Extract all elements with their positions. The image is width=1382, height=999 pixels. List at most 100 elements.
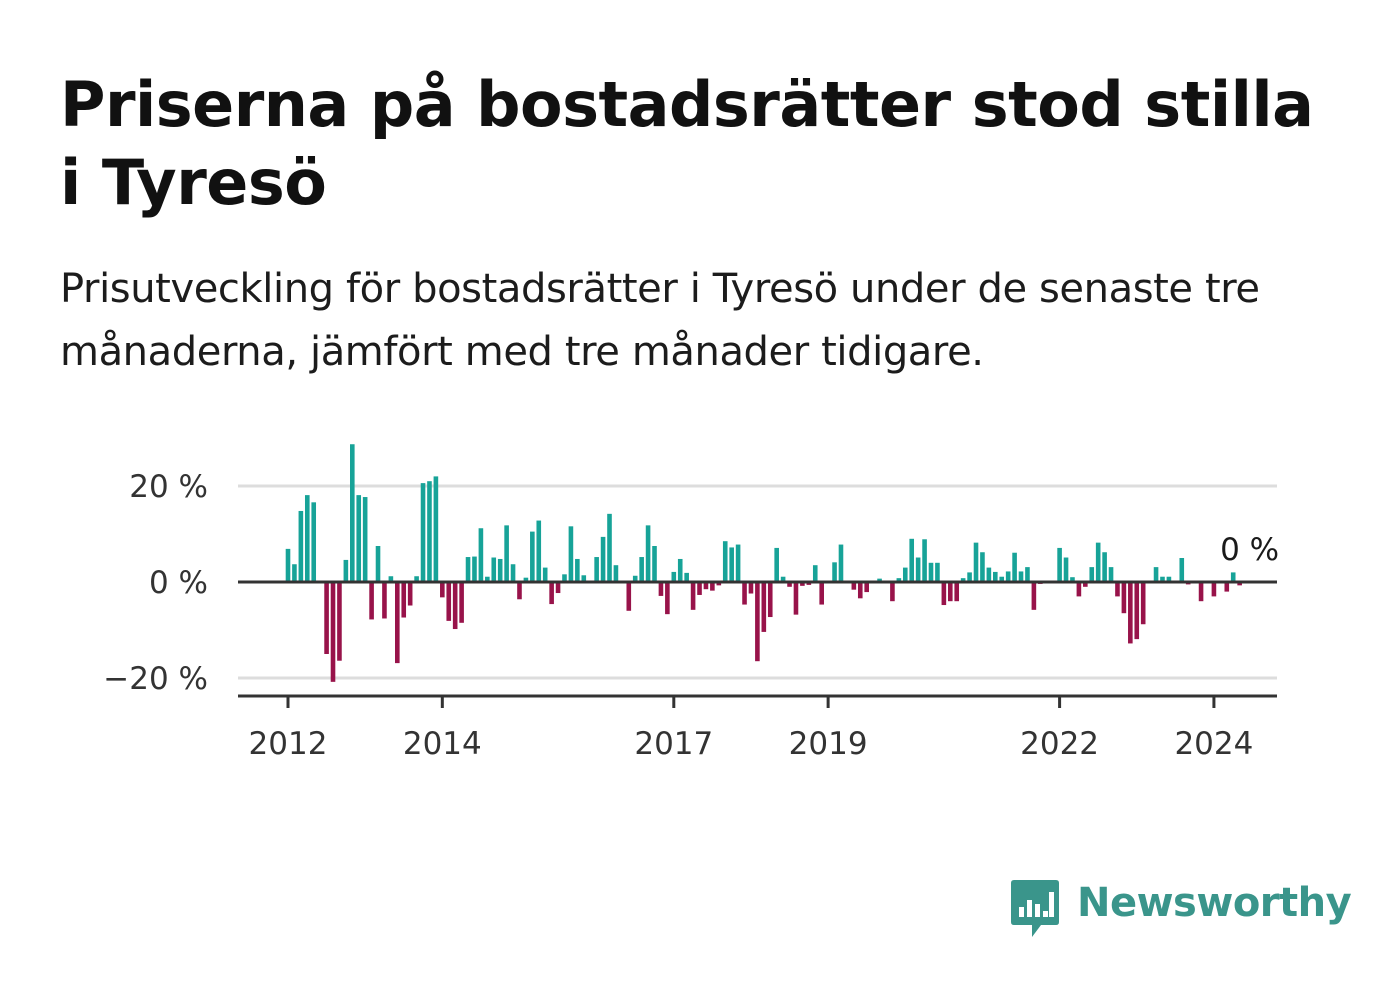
bar (1005, 571, 1011, 582)
bar (729, 547, 734, 582)
bar (1108, 567, 1114, 582)
bar (877, 578, 882, 582)
bar (658, 582, 664, 596)
bar (568, 526, 574, 582)
bar (414, 576, 419, 582)
x-tick-label: 2012 (249, 726, 328, 762)
bar (896, 578, 902, 582)
bar (1211, 582, 1217, 597)
bar (1134, 582, 1140, 640)
bar (774, 547, 779, 582)
bar (433, 476, 439, 582)
bar (575, 558, 580, 582)
bar (1198, 582, 1204, 602)
bar (993, 571, 998, 582)
bar (626, 582, 632, 611)
bar (536, 520, 542, 582)
bar (375, 546, 381, 582)
bar (1076, 582, 1082, 597)
bar (742, 582, 747, 605)
bar (382, 582, 387, 619)
bar (427, 481, 432, 582)
bar (793, 582, 799, 615)
bar (1230, 572, 1236, 582)
brand-name: Newsworthy (1077, 880, 1352, 926)
bar (832, 562, 837, 582)
bar (986, 567, 992, 582)
bar (851, 582, 857, 590)
bar (722, 541, 728, 582)
bar (1095, 542, 1101, 582)
bar (292, 564, 297, 582)
bar (324, 582, 329, 654)
bar (960, 578, 966, 582)
bar (671, 571, 677, 582)
bar (632, 575, 638, 582)
x-tick-label: 2019 (789, 726, 868, 762)
last-value-label: 0 % (1220, 532, 1279, 568)
bar (857, 582, 863, 599)
bar (748, 582, 754, 594)
bar (1128, 582, 1133, 644)
bar (1224, 582, 1230, 592)
bar (954, 582, 960, 602)
bar (491, 557, 497, 582)
bar (1031, 582, 1037, 610)
bar (864, 582, 869, 593)
bar (1089, 567, 1095, 582)
bar (819, 582, 824, 605)
bar (652, 546, 657, 582)
bar (285, 548, 291, 582)
bar (1057, 547, 1062, 582)
bar (350, 444, 355, 582)
bar (787, 582, 792, 587)
bar (1160, 576, 1165, 582)
x-tick-label: 2017 (634, 726, 713, 762)
bar (716, 582, 722, 586)
chart-labels: 20 % 0 % −20 % 2012 2014 2017 2019 2022 2024 0 % (103, 469, 1279, 762)
bar (388, 576, 394, 582)
bar (497, 558, 503, 582)
bar (735, 544, 741, 582)
bar (594, 557, 599, 582)
x-tick-label: 2024 (1174, 726, 1253, 762)
bar (780, 576, 786, 582)
bar (902, 567, 908, 582)
bar (928, 562, 934, 582)
bar (452, 582, 458, 630)
bar (922, 539, 927, 582)
bar (369, 582, 374, 620)
bar (523, 577, 529, 582)
bar (838, 544, 844, 582)
bar (767, 582, 773, 618)
bar (703, 582, 709, 590)
bar (298, 510, 304, 582)
bar (710, 582, 715, 591)
bar (343, 559, 349, 582)
bar (1115, 582, 1120, 597)
bar (407, 582, 413, 606)
bar (555, 582, 561, 594)
bar (446, 582, 452, 621)
bar (677, 558, 683, 582)
bar (947, 582, 953, 602)
bar (440, 582, 445, 598)
newsworthy-brand: Newsworthy (1010, 878, 1352, 942)
bar (607, 513, 612, 582)
bar (542, 567, 548, 582)
bar (420, 483, 426, 582)
y-tick-label: 0 % (149, 565, 208, 601)
bar (549, 582, 554, 605)
y-tick-label: 20 % (129, 469, 208, 505)
bar (395, 582, 400, 664)
bar (890, 582, 895, 602)
bar (581, 575, 587, 582)
bar (304, 495, 310, 582)
bar (1102, 552, 1107, 582)
bar (1153, 567, 1159, 582)
bar (1063, 557, 1069, 582)
bar (1237, 582, 1242, 586)
bar (665, 582, 670, 615)
bar (1083, 582, 1088, 587)
